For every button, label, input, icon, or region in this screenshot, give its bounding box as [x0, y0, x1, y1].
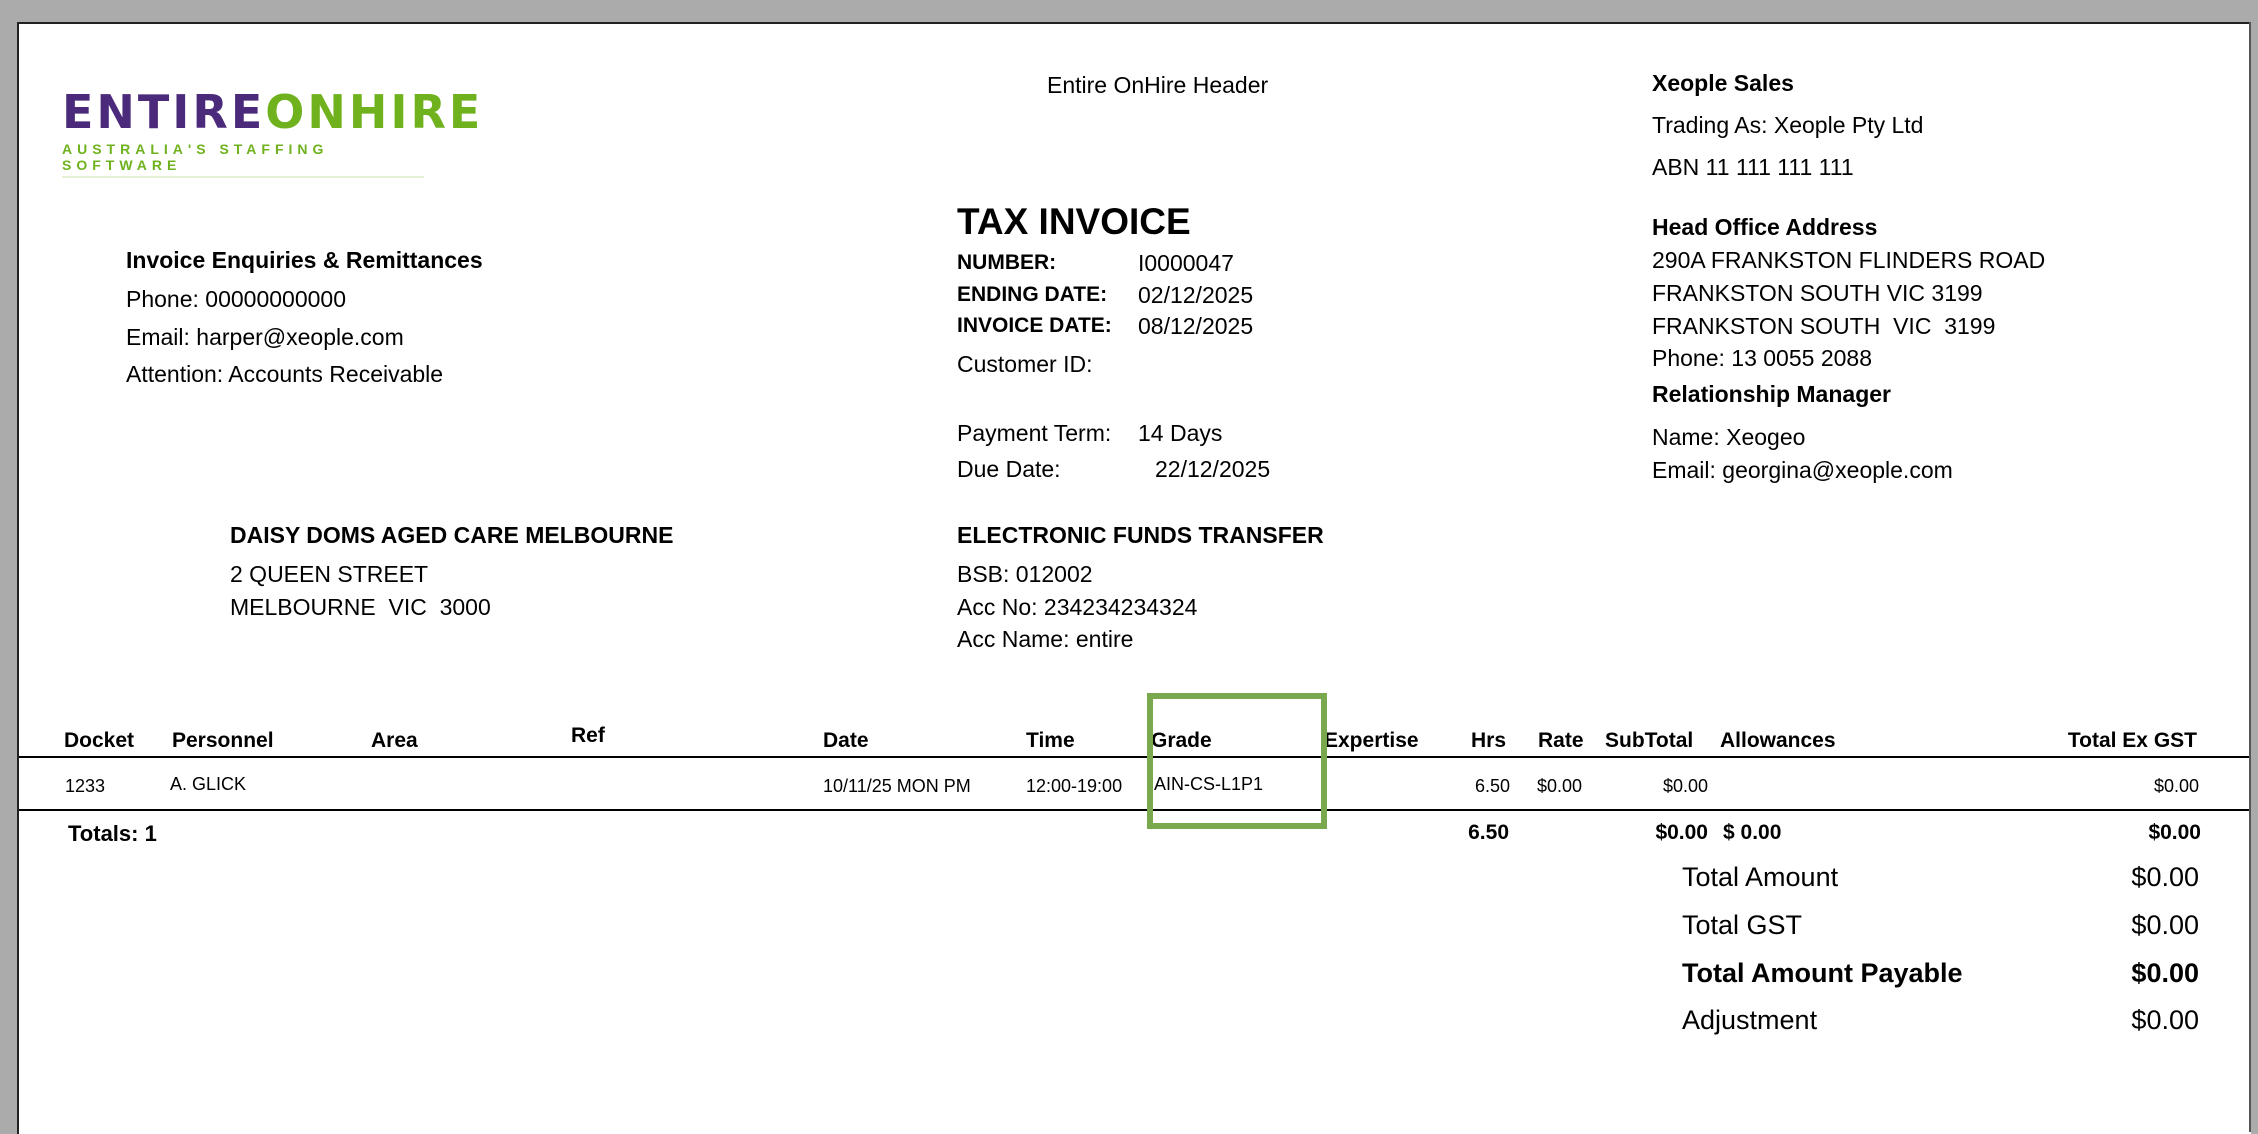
- enquiries-email: Email: harper@xeople.com: [126, 324, 404, 350]
- col-ref: Ref: [571, 724, 605, 747]
- invoice-page: ENTIREONHIRE AUSTRALIA'S STAFFING SOFTWA…: [17, 22, 2251, 1134]
- totals-allowances: $ 0.00: [1723, 821, 1782, 844]
- enquiries-title: Invoice Enquiries & Remittances: [126, 247, 483, 273]
- customer-id-label: Customer ID:: [957, 351, 1093, 377]
- total-amount: $0.00: [2131, 862, 2199, 892]
- page-right-edge: [2249, 22, 2251, 1132]
- col-rate: Rate: [1538, 729, 1584, 752]
- invoice-date: 08/12/2025: [1138, 313, 1254, 339]
- invoice-date-label: INVOICE DATE:: [957, 314, 1112, 337]
- cell-rate: $0.00: [1537, 776, 1583, 796]
- row-divider: [19, 809, 2251, 811]
- abn: ABN 11 111 111 111: [1652, 154, 1854, 180]
- logo-part2: ONHIRE: [265, 85, 484, 139]
- logo-tagline: AUSTRALIA'S STAFFING SOFTWARE: [62, 141, 424, 178]
- col-hrs: Hrs: [1471, 729, 1507, 752]
- col-total-ex-gst: Total Ex GST: [2067, 729, 2197, 752]
- relationship-manager-label: Relationship Manager: [1652, 381, 1891, 407]
- totals-subtotal: $0.00: [1655, 821, 1708, 844]
- address-line: FRANKSTON SOUTH VIC 3199: [1652, 313, 1996, 339]
- cell-subtotal: $0.00: [1662, 776, 1708, 796]
- logo-part1: ENTIRE: [62, 85, 266, 139]
- payment-term: 14 Days: [1138, 420, 1223, 446]
- customer-name: DAISY DOMS AGED CARE MELBOURNE: [230, 522, 674, 548]
- totals-label: Totals: 1: [68, 821, 157, 847]
- total-amount-label: Total Amount: [1682, 862, 1839, 892]
- cell-docket: 1233: [65, 776, 106, 796]
- due-date: 22/12/2025: [1155, 456, 1271, 482]
- adjustment: $0.00: [2131, 1005, 2199, 1035]
- customer-address-1: 2 QUEEN STREET: [230, 561, 429, 587]
- eft-bsb: BSB: 012002: [957, 561, 1093, 587]
- eft-acc-name: Acc Name: entire: [957, 626, 1134, 652]
- payment-term-label: Payment Term:: [957, 420, 1112, 446]
- totals-count: 1: [144, 821, 157, 846]
- entireonhire-logo: ENTIREONHIRE AUSTRALIA'S STAFFING SOFTWA…: [62, 89, 483, 178]
- col-expertise: Expertise: [1324, 729, 1419, 752]
- company-name: Xeople Sales: [1652, 70, 1794, 96]
- ending-date-label: ENDING DATE:: [957, 283, 1108, 306]
- ending-date: 02/12/2025: [1138, 282, 1254, 308]
- invoice-number: I0000047: [1138, 250, 1234, 276]
- col-time: Time: [1026, 729, 1075, 752]
- enquiries-phone: Phone: 00000000000: [126, 286, 346, 312]
- head-office-label: Head Office Address: [1652, 214, 1878, 240]
- col-docket: Docket: [64, 729, 135, 752]
- adjustment-label: Adjustment: [1682, 1005, 1818, 1035]
- col-date: Date: [823, 729, 869, 752]
- invoice-title: TAX INVOICE: [957, 201, 1191, 242]
- eft-acc-no: Acc No: 234234234324: [957, 594, 1198, 620]
- enquiries-attention: Attention: Accounts Receivable: [126, 361, 444, 387]
- total-gst: $0.00: [2131, 910, 2199, 940]
- totals-label-text: Totals:: [68, 821, 139, 846]
- rm-name: Name: Xeogeo: [1652, 424, 1806, 450]
- cell-date: 10/11/25 MON PM: [823, 776, 971, 796]
- number-label: NUMBER:: [957, 251, 1057, 274]
- cell-grade: AIN-CS-L1P1: [1154, 774, 1264, 794]
- col-grade: Grade: [1151, 729, 1212, 752]
- col-allowances: Allowances: [1720, 729, 1836, 752]
- cell-hrs: 6.50: [1474, 776, 1510, 796]
- company-phone: Phone: 13 0055 2088: [1652, 345, 1872, 371]
- eft-title: ELECTRONIC FUNDS TRANSFER: [957, 522, 1324, 548]
- total-payable-label: Total Amount Payable: [1682, 958, 1963, 988]
- cell-personnel: A. GLICK: [170, 774, 247, 794]
- trading-as: Trading As: Xeople Pty Ltd: [1652, 112, 1924, 138]
- grade-highlight-box: [1147, 693, 1327, 829]
- header-divider: [19, 756, 2251, 758]
- customer-address-2: MELBOURNE VIC 3000: [230, 594, 491, 620]
- totals-hrs: 6.50: [1468, 821, 1509, 844]
- address-line: FRANKSTON SOUTH VIC 3199: [1652, 280, 1983, 306]
- col-subtotal: SubTotal: [1605, 729, 1694, 752]
- total-payable: $0.00: [2131, 958, 2199, 988]
- cell-total: $0.00: [2153, 776, 2199, 796]
- col-personnel: Personnel: [172, 729, 274, 752]
- cell-time: 12:00-19:00: [1026, 776, 1123, 796]
- address-line: 290A FRANKSTON FLINDERS ROAD: [1652, 247, 2046, 273]
- header-title: Entire OnHire Header: [1047, 72, 1269, 98]
- due-date-label: Due Date:: [957, 456, 1061, 482]
- totals-total: $0.00: [2148, 821, 2201, 844]
- total-gst-label: Total GST: [1682, 910, 1803, 940]
- rm-email: Email: georgina@xeople.com: [1652, 457, 1953, 483]
- col-area: Area: [371, 729, 418, 752]
